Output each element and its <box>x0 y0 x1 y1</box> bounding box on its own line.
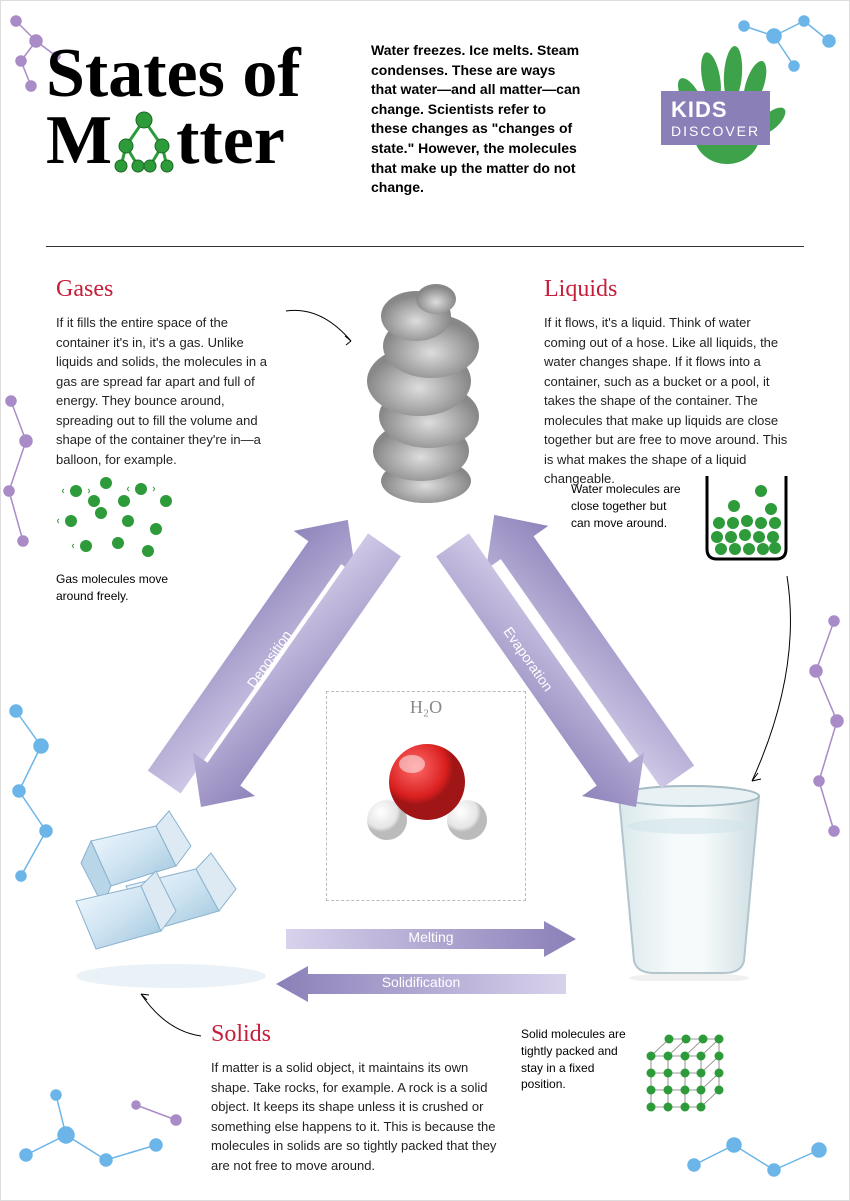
solidification-label: Solidification <box>382 974 461 990</box>
title-tter: tter <box>176 108 285 175</box>
gases-body: If it fills the entire space of the cont… <box>56 313 281 469</box>
solid-molecules-icon <box>641 1031 731 1126</box>
infographic-page: States of M <box>0 0 850 1201</box>
border-deco-mid-left <box>1 381 41 581</box>
steam-icon <box>331 281 521 511</box>
liquids-title: Liquids <box>544 276 794 303</box>
solids-title: Solids <box>211 1021 501 1048</box>
header-divider <box>46 246 804 247</box>
logo-discover: DISCOVER <box>671 123 760 139</box>
ice-cubes-icon <box>61 791 281 1001</box>
kids-discover-logo: KIDS DISCOVER <box>649 36 799 186</box>
solid-caption: Solid molecules are tightly packed and s… <box>521 1026 631 1093</box>
gases-title: Gases <box>56 276 281 303</box>
solids-body: If matter is a solid object, it maintain… <box>211 1058 501 1175</box>
melting-label: Melting <box>408 929 453 945</box>
border-deco-mid-left-2 <box>1 701 66 901</box>
solidification-arrow: Solidification <box>276 966 566 1002</box>
border-deco-bottom-left <box>6 1075 206 1195</box>
thin-arrow-liquid-glass <box>737 571 807 791</box>
liquids-body: If it flows, it's a liquid. Think of wat… <box>544 313 794 489</box>
title-a-molecule-icon <box>114 108 174 176</box>
logo-kids: KIDS <box>671 97 760 123</box>
liquids-section: Liquids If it flows, it's a liquid. Thin… <box>544 276 794 489</box>
logo-text-box: KIDS DISCOVER <box>661 91 770 145</box>
water-glass-icon <box>599 781 779 981</box>
border-deco-mid-right <box>804 601 849 851</box>
deposition-arrow <box>166 521 426 811</box>
gases-section: Gases If it fills the entire space of th… <box>56 276 281 469</box>
melting-arrow: Melting <box>286 921 576 957</box>
intro-text: Water freezes. Ice melts. Steam condense… <box>371 41 581 198</box>
title-m: M <box>46 108 112 175</box>
solids-section: Solids If matter is a solid object, it m… <box>211 1021 501 1175</box>
